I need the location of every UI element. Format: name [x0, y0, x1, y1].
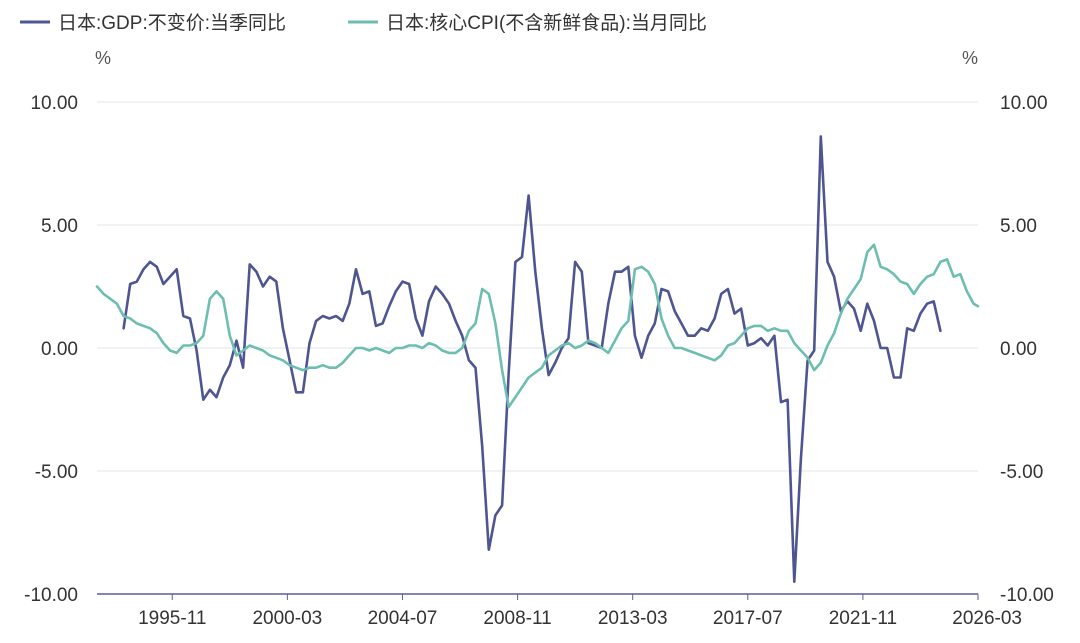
- y-left-tick-label: 5.00: [41, 216, 78, 237]
- y-axis-right: 10.00 5.00 0.00 -5.00 -10.00: [1000, 93, 1054, 606]
- legend-label-gdp: 日本:GDP:不变价:当季同比: [58, 12, 286, 34]
- x-tick-label: 2008-11: [483, 608, 551, 629]
- y-axis-left: 10.00 5.00 0.00 -5.00 -10.00: [24, 93, 78, 606]
- right-axis-unit: %: [962, 48, 978, 68]
- y-left-tick-label: 10.00: [30, 93, 78, 114]
- y-right-tick-label: -10.00: [1000, 585, 1054, 606]
- x-axis: 1995-11 2000-03 2004-07 2008-11 2013-03 2017-…: [138, 594, 1022, 629]
- legend-label-cpi: 日本:核心CPI(不含新鲜食品):当月同比: [386, 12, 707, 34]
- x-tick-label: 2017-07: [713, 608, 783, 629]
- left-axis-unit: %: [95, 48, 111, 68]
- y-left-tick-label: 0.00: [41, 339, 78, 360]
- x-tick-label: 2013-03: [598, 608, 668, 629]
- y-left-tick-label: -10.00: [24, 585, 78, 606]
- y-left-tick-label: -5.00: [35, 462, 78, 483]
- x-tick-label: 1995-11: [138, 608, 206, 629]
- x-tick-label: 2021-11: [829, 608, 897, 629]
- series-line-gdp: [122, 135, 942, 584]
- y-right-tick-label: 0.00: [1000, 339, 1037, 360]
- y-right-tick-label: -5.00: [1000, 462, 1043, 483]
- legend: 日本:GDP:不变价:当季同比 日本:核心CPI(不含新鲜食品):当月同比: [20, 12, 707, 34]
- y-right-tick-label: 5.00: [1000, 216, 1037, 237]
- x-tick-label: 2000-03: [252, 608, 322, 629]
- x-tick-label: 2026-03: [952, 608, 1022, 629]
- legend-item-cpi[interactable]: 日本:核心CPI(不含新鲜食品):当月同比: [348, 12, 707, 34]
- series-group: [95, 135, 980, 584]
- legend-item-gdp[interactable]: 日本:GDP:不变价:当季同比: [20, 12, 286, 34]
- x-tick-label: 2004-07: [368, 608, 438, 629]
- series-line-cpi: [95, 243, 980, 409]
- y-right-tick-label: 10.00: [1000, 93, 1048, 114]
